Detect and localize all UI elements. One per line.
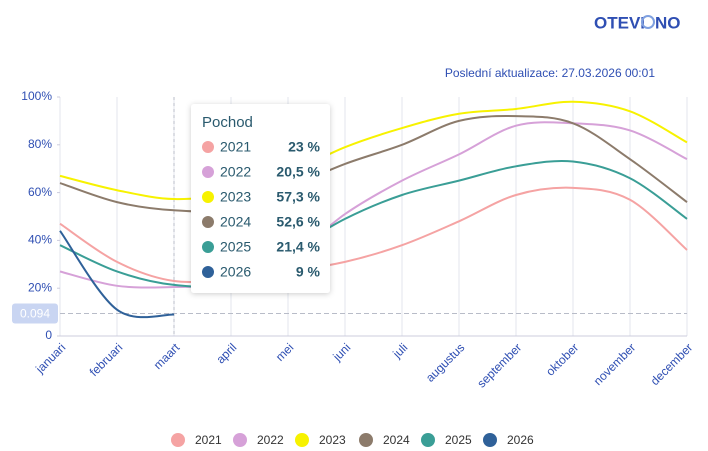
x-tick-label: april — [213, 340, 239, 366]
tooltip-marker — [202, 191, 214, 203]
reference-label-box — [12, 303, 58, 324]
tooltip-title: Pochod — [202, 114, 253, 131]
y-tick-label: 40% — [28, 233, 52, 247]
line-series — [59, 159, 688, 288]
logo: NO — [655, 13, 681, 32]
y-tick-label: 80% — [28, 137, 52, 151]
x-tick-label: februari — [87, 340, 126, 379]
line-series — [59, 230, 175, 319]
x-tick-label: december — [648, 340, 696, 388]
y-tick-label: 0 — [45, 328, 52, 342]
tooltip-value: 52,6 % — [276, 214, 320, 230]
tooltip-marker — [202, 141, 214, 153]
logo: OTEVI — [594, 13, 645, 32]
tooltip-value: 20,5 % — [276, 164, 320, 180]
reference-label: 0.094 — [20, 307, 50, 321]
legend-label: 2021 — [195, 433, 222, 447]
y-tick-label: 20% — [28, 280, 52, 294]
tooltip-marker — [202, 266, 214, 278]
line-series — [59, 100, 688, 201]
tooltip-marker — [202, 166, 214, 178]
x-tick-label: juli — [389, 340, 410, 361]
y-tick-label: 60% — [28, 185, 52, 199]
tooltip-box — [191, 104, 330, 293]
legend-label: 2022 — [257, 433, 284, 447]
tooltip-name: 2024 — [220, 214, 251, 230]
tooltip-name: 2021 — [220, 139, 251, 155]
logo-icon — [641, 15, 655, 29]
legend-marker — [171, 433, 185, 447]
x-tick-label: september — [474, 340, 524, 390]
legend-label: 2024 — [383, 433, 410, 447]
legend-marker — [359, 433, 373, 447]
legend-marker — [295, 433, 309, 447]
legend-label: 2023 — [319, 433, 346, 447]
x-tick-label: mei — [273, 340, 297, 364]
tooltip-name: 2026 — [220, 264, 251, 280]
x-tick-label: maart — [151, 340, 183, 372]
x-tick-label: januari — [32, 340, 68, 376]
legend: 2021 2022 2023 2024 2025 2026 — [171, 433, 534, 447]
legend-marker — [421, 433, 435, 447]
legend-label: 2026 — [507, 433, 534, 447]
tooltip: Pochod 2021 23 % 2022 20,5 % 2023 57,3 % 2024 52… — [191, 104, 330, 293]
x-tick-label: augustus — [423, 340, 467, 384]
line-series — [59, 115, 688, 213]
legend-marker — [233, 433, 247, 447]
legend-label: 2025 — [445, 433, 472, 447]
tooltip-marker — [202, 241, 214, 253]
line-series — [59, 186, 688, 284]
tooltip-name: 2023 — [220, 189, 251, 205]
tooltip-name: 2022 — [220, 164, 251, 180]
x-tick-label: november — [591, 340, 639, 388]
tooltip-value: 57,3 % — [276, 189, 320, 205]
x-tick-label: juni — [330, 340, 354, 364]
y-tick-label: 100% — [21, 89, 52, 103]
x-tick-label: oktober — [543, 340, 581, 378]
legend-marker — [483, 433, 497, 447]
tooltip-value: 9 % — [296, 264, 321, 280]
tooltip-value: 23 % — [288, 139, 320, 155]
line-series — [59, 121, 688, 289]
tooltip-name: 2025 — [220, 239, 251, 255]
update-date: Poslední aktualizace: 27.03.2026 00:01 — [445, 66, 655, 80]
tooltip-value: 21,4 % — [276, 239, 320, 255]
tooltip-marker — [202, 216, 214, 228]
